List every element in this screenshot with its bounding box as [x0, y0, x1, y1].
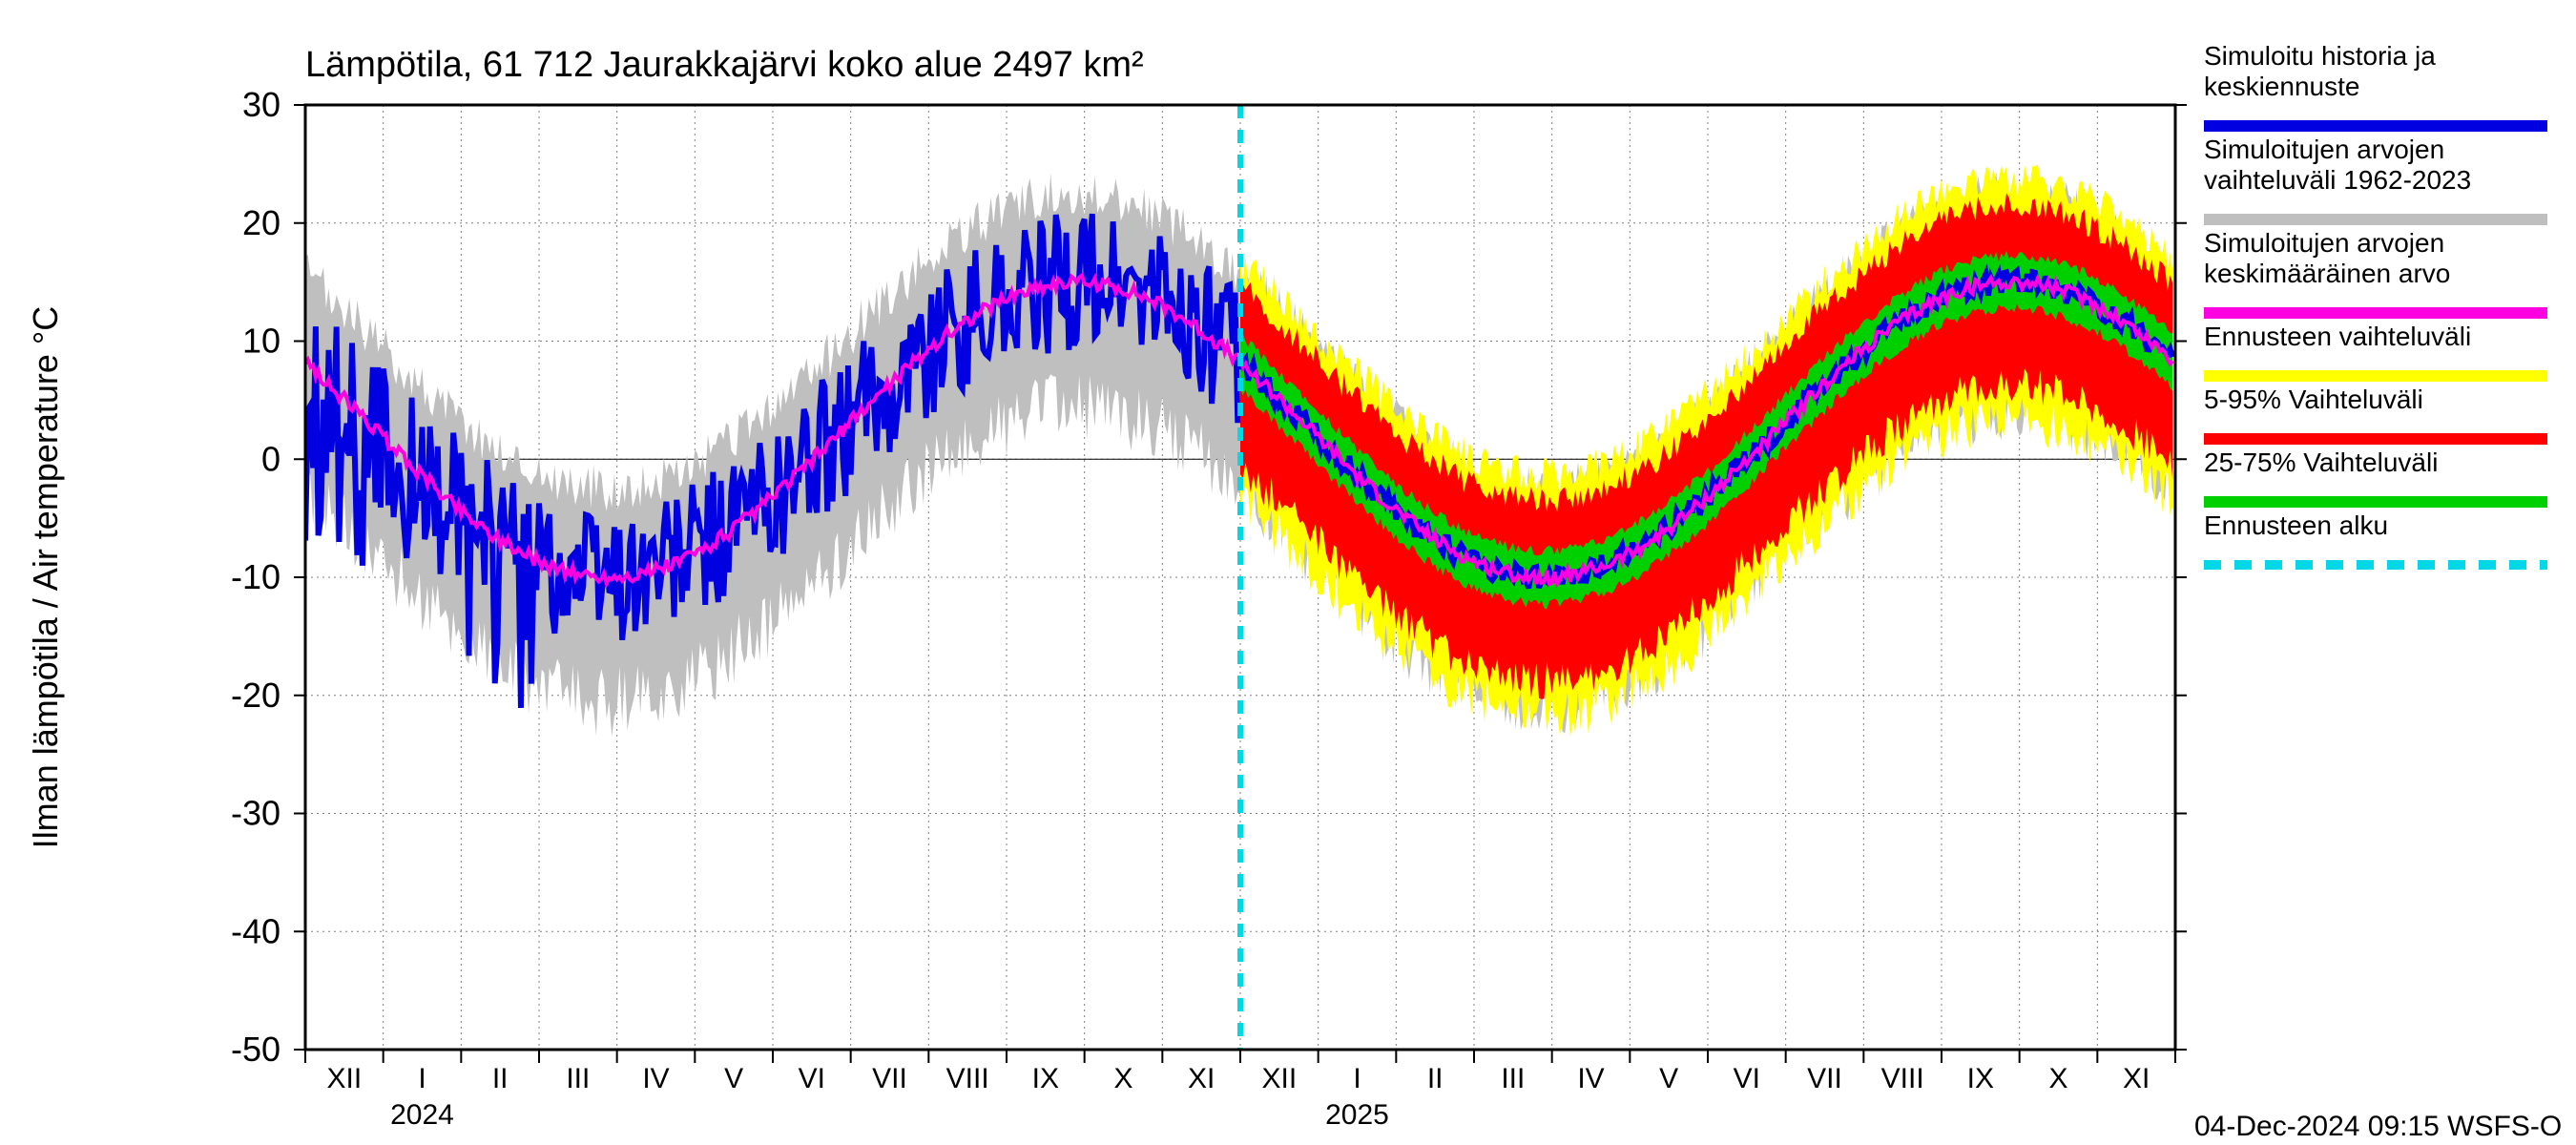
x-month-label: VI	[799, 1063, 825, 1094]
legend-label: 25-75% Vaihteluväli	[2204, 448, 2438, 477]
legend-swatch	[2204, 120, 2547, 132]
x-month-label: IX	[1032, 1063, 1059, 1094]
legend-swatch	[2204, 433, 2547, 445]
x-month-label: IX	[1967, 1063, 1994, 1094]
x-month-label: II	[492, 1063, 509, 1094]
x-month-label: VII	[1807, 1063, 1842, 1094]
x-month-label: III	[566, 1063, 590, 1094]
y-tick-label: 20	[242, 203, 280, 242]
legend-label: Ennusteen vaihteluväli	[2204, 322, 2471, 351]
chart-container: -50-40-30-20-100102030XIIIIIIIIIVVVIVIIV…	[0, 0, 2576, 1145]
y-tick-label: 30	[242, 85, 280, 124]
x-month-label: VIII	[946, 1063, 989, 1094]
y-tick-label: -50	[231, 1030, 280, 1069]
y-tick-label: -30	[231, 794, 280, 833]
y-tick-label: 10	[242, 322, 280, 361]
x-month-label: X	[1113, 1063, 1132, 1094]
y-tick-label: -40	[231, 911, 280, 950]
x-month-label: VII	[872, 1063, 907, 1094]
x-month-label: XI	[2123, 1063, 2150, 1094]
x-month-label: III	[1501, 1063, 1525, 1094]
chart-svg: -50-40-30-20-100102030XIIIIIIIIIVVVIVIIV…	[0, 0, 2576, 1145]
y-tick-label: -20	[231, 676, 280, 715]
x-year-label: 2025	[1325, 1099, 1389, 1131]
legend-swatch	[2204, 496, 2547, 508]
x-month-label: XI	[1188, 1063, 1215, 1094]
legend-label: Simuloitujen arvojen	[2204, 228, 2444, 258]
legend-label: keskimääräinen arvo	[2204, 259, 2450, 288]
legend-label: vaihteluväli 1962-2023	[2204, 165, 2471, 195]
x-month-label: VIII	[1881, 1063, 1924, 1094]
legend-swatch	[2204, 214, 2547, 225]
x-month-label: II	[1427, 1063, 1444, 1094]
x-year-label: 2024	[390, 1099, 454, 1131]
y-tick-label: 0	[261, 439, 280, 478]
x-month-label: X	[2048, 1063, 2067, 1094]
x-month-label: V	[724, 1063, 743, 1094]
y-axis-label: Ilman lämpötila / Air temperature °C	[26, 306, 65, 849]
legend-label: Simuloitujen arvojen	[2204, 135, 2444, 164]
x-month-label: VI	[1734, 1063, 1760, 1094]
x-month-label: IV	[1577, 1063, 1604, 1094]
legend-label: Ennusteen alku	[2204, 510, 2388, 540]
x-month-label: IV	[642, 1063, 669, 1094]
chart-title: Lämpötila, 61 712 Jaurakkajärvi koko alu…	[305, 45, 1144, 85]
x-month-label: XII	[326, 1063, 362, 1094]
legend-label: 5-95% Vaihteluväli	[2204, 385, 2423, 414]
chart-footer: 04-Dec-2024 09:15 WSFS-O	[2194, 1111, 2562, 1142]
x-month-label: I	[418, 1063, 426, 1094]
legend-swatch	[2204, 307, 2547, 319]
legend-label: Simuloitu historia ja	[2204, 41, 2436, 71]
legend-swatch	[2204, 370, 2547, 382]
legend-label: keskiennuste	[2204, 72, 2359, 101]
x-month-label: V	[1659, 1063, 1678, 1094]
x-month-label: I	[1353, 1063, 1361, 1094]
y-tick-label: -10	[231, 557, 280, 596]
x-month-label: XII	[1261, 1063, 1297, 1094]
